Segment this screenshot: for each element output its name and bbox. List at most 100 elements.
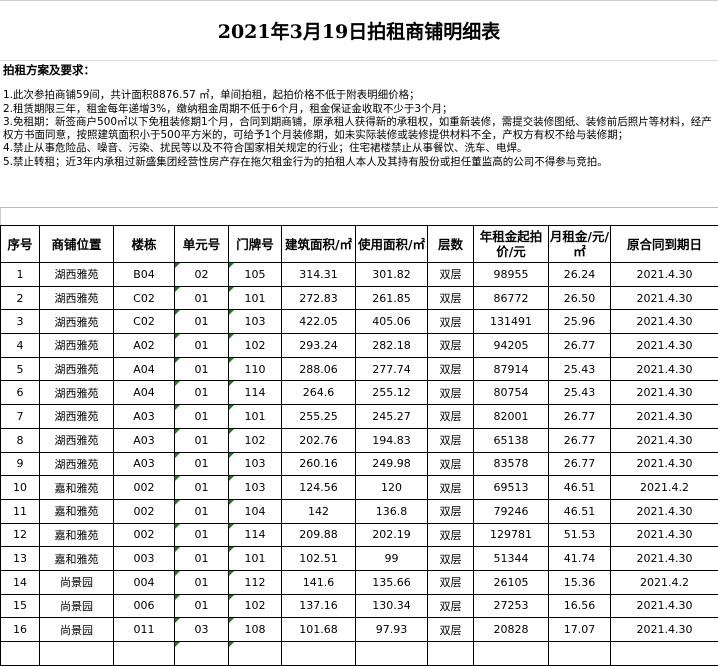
table-cell[interactable]: 260.16 [282,452,356,476]
table-cell[interactable]: 5 [1,357,40,381]
table-cell[interactable]: A04 [114,381,175,405]
column-header[interactable]: 层数 [428,226,474,263]
table-cell[interactable] [114,642,175,666]
table-cell[interactable]: 双层 [428,452,474,476]
table-cell[interactable]: 双层 [428,499,474,523]
table-cell[interactable]: 80754 [474,381,549,405]
table-cell[interactable]: 2021.4.2 [611,570,718,594]
table-cell[interactable]: 双层 [428,334,474,358]
table-cell[interactable]: 141.6 [282,570,356,594]
table-cell[interactable]: 86772 [474,286,549,310]
table-cell[interactable]: 8 [1,428,40,452]
table-cell[interactable]: 101.68 [282,618,356,642]
table-cell[interactable]: 01 [175,310,229,334]
column-header[interactable]: 年租金起拍价/元 [474,226,549,263]
table-cell[interactable]: 2021.4.30 [611,357,718,381]
table-cell[interactable]: 142 [282,499,356,523]
table-cell[interactable]: A02 [114,334,175,358]
table-cell[interactable]: 01 [175,334,229,358]
table-cell[interactable]: 422.05 [282,310,356,334]
table-cell[interactable]: 293.24 [282,334,356,358]
table-cell[interactable] [356,642,428,666]
table-cell[interactable]: 202.19 [356,523,428,547]
table-cell[interactable]: 25.43 [549,357,611,381]
table-cell[interactable]: 137.16 [282,594,356,618]
table-cell[interactable]: 25.96 [549,310,611,334]
table-cell[interactable]: 124.56 [282,476,356,500]
table-cell[interactable]: 129781 [474,523,549,547]
table-cell[interactable]: 102 [229,594,282,618]
table-cell[interactable]: 双层 [428,570,474,594]
table-cell[interactable]: 26.77 [549,334,611,358]
column-header[interactable]: 月租金/元/㎡ [549,226,611,263]
table-cell[interactable]: 01 [175,381,229,405]
table-cell[interactable]: 002 [114,476,175,500]
table-cell[interactable]: 26105 [474,570,549,594]
table-cell[interactable]: 209.88 [282,523,356,547]
table-cell[interactable]: 01 [175,357,229,381]
table-cell[interactable]: 01 [175,428,229,452]
table-cell[interactable]: 15 [1,594,40,618]
table-cell[interactable]: 2021.4.30 [611,310,718,334]
table-cell[interactable]: 2021.4.30 [611,594,718,618]
table-cell[interactable] [282,642,356,666]
table-cell[interactable] [229,642,282,666]
table-cell[interactable]: 双层 [428,476,474,500]
table-cell[interactable] [40,642,114,666]
table-cell[interactable]: 2021.4.30 [611,618,718,642]
table-cell[interactable]: 双层 [428,405,474,429]
table-cell[interactable]: 83578 [474,452,549,476]
table-cell[interactable]: 湖西雅苑 [40,452,114,476]
table-cell[interactable]: 102.51 [282,547,356,571]
table-cell[interactable]: 尚景园 [40,594,114,618]
table-cell[interactable]: 01 [175,594,229,618]
table-cell[interactable]: 2021.4.30 [611,263,718,287]
table-cell[interactable]: 120 [356,476,428,500]
table-cell[interactable]: 79246 [474,499,549,523]
table-cell[interactable]: 2021.4.30 [611,547,718,571]
table-cell[interactable]: 103 [229,310,282,334]
table-cell[interactable]: 194.83 [356,428,428,452]
table-cell[interactable]: 101 [229,286,282,310]
column-header[interactable]: 楼栋 [114,226,175,263]
table-cell[interactable]: 006 [114,594,175,618]
table-cell[interactable]: 03 [175,618,229,642]
table-cell[interactable]: 湖西雅苑 [40,357,114,381]
table-cell[interactable]: 湖西雅苑 [40,428,114,452]
table-cell[interactable]: 261.85 [356,286,428,310]
table-cell[interactable]: 17.07 [549,618,611,642]
table-cell[interactable]: 2021.4.2 [611,476,718,500]
table-cell[interactable]: 双层 [428,310,474,334]
table-cell[interactable]: 110 [229,357,282,381]
table-cell[interactable]: 2021.4.30 [611,405,718,429]
table-cell[interactable]: 131491 [474,310,549,334]
table-cell[interactable]: 01 [175,570,229,594]
table-cell[interactable]: 51.53 [549,523,611,547]
table-cell[interactable]: A03 [114,405,175,429]
table-cell[interactable]: 112 [229,570,282,594]
table-cell[interactable]: 1 [1,263,40,287]
table-cell[interactable]: 尚景园 [40,618,114,642]
table-cell[interactable]: 01 [175,405,229,429]
table-cell[interactable]: 湖西雅苑 [40,263,114,287]
table-cell[interactable]: 202.76 [282,428,356,452]
table-cell[interactable]: 27253 [474,594,549,618]
table-cell[interactable]: 405.06 [356,310,428,334]
table-cell[interactable]: 嘉和雅苑 [40,523,114,547]
table-cell[interactable]: 103 [229,452,282,476]
table-cell[interactable]: 湖西雅苑 [40,310,114,334]
table-cell[interactable]: 湖西雅苑 [40,286,114,310]
table-cell[interactable]: 288.06 [282,357,356,381]
table-cell[interactable]: C02 [114,310,175,334]
table-cell[interactable]: 002 [114,523,175,547]
table-cell[interactable]: 01 [175,452,229,476]
table-cell[interactable]: C02 [114,286,175,310]
table-cell[interactable]: 46.51 [549,476,611,500]
table-cell[interactable]: 26.77 [549,428,611,452]
table-cell[interactable]: 3 [1,310,40,334]
table-cell[interactable]: 26.77 [549,405,611,429]
table-cell[interactable]: 301.82 [356,263,428,287]
table-cell[interactable]: 20828 [474,618,549,642]
table-cell[interactable]: 2021.4.30 [611,286,718,310]
table-cell[interactable]: 69513 [474,476,549,500]
